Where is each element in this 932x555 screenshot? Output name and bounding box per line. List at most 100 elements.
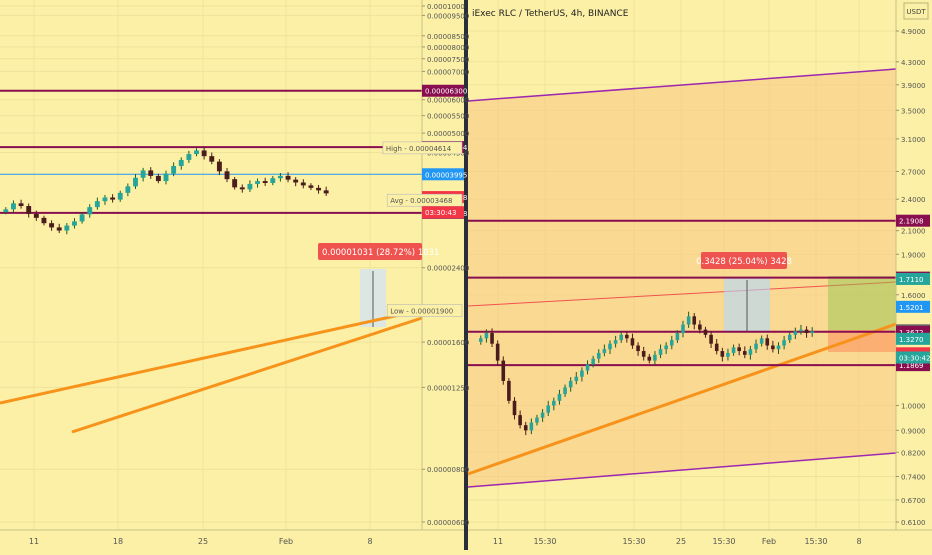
right-candle-body <box>647 356 652 361</box>
right-levels[interactable] <box>468 219 896 367</box>
right-candle-body <box>664 345 668 350</box>
left-candle-body <box>79 214 85 222</box>
left-y-tick-label: 0.00001250 <box>427 384 469 392</box>
left-stat-label-box <box>386 304 463 317</box>
left-candle-body <box>56 227 62 231</box>
right-candle-body <box>518 415 522 426</box>
left-stat-label-box <box>382 141 463 155</box>
left-y-tick-label: 0.00002400 <box>427 265 469 273</box>
right-candle-body <box>692 316 697 325</box>
long-position-profit-zone[interactable] <box>828 276 896 330</box>
left-y-tick-label: 0.00005500 <box>427 113 469 121</box>
right-candle-body <box>552 400 556 406</box>
right-x-tick-label: 15:30 <box>533 537 556 546</box>
left-candle-body <box>72 221 77 226</box>
support-trendline-left[interactable] <box>0 308 423 405</box>
left-candle-body <box>64 225 70 231</box>
right-candle-body <box>484 333 489 339</box>
right-y-tick-label: 1.0000 <box>901 403 926 411</box>
right-candle-body <box>602 349 607 353</box>
right-candle-body <box>726 352 730 357</box>
right-candle-body <box>619 334 624 341</box>
right-price-label-box <box>896 214 930 227</box>
measure-callout-right <box>701 252 787 269</box>
right-price-label-box <box>896 351 930 364</box>
support-trendline[interactable] <box>467 322 897 476</box>
right-y-tick-label: 4.9000 <box>901 28 926 36</box>
right-candle-body <box>653 354 657 361</box>
right-candle-body <box>799 329 803 332</box>
right-candle-body <box>698 324 702 330</box>
left-candle-body <box>49 223 55 228</box>
left-y-tick-label: 0.00006000 <box>427 97 469 105</box>
right-candle-body <box>580 370 584 377</box>
left-grid <box>0 0 422 530</box>
right-y-tick-label: 3.9000 <box>901 82 926 90</box>
right-y-tick-label: 3.1000 <box>901 136 926 144</box>
left-candle-body <box>41 217 47 224</box>
right-y-tick-label: 0.6700 <box>901 497 926 505</box>
left-candle-body <box>148 170 154 176</box>
left-x-tick-label: 8 <box>367 537 372 546</box>
right-candle-body <box>523 425 528 431</box>
right-y-tick-label: 0.9000 <box>901 427 926 435</box>
measure-callout-left <box>318 243 422 260</box>
left-x-ticks: 11 18 25 Feb 8 <box>29 537 373 546</box>
left-x-tick-label: Feb <box>279 537 293 546</box>
right-x-tick-label: Feb <box>762 537 776 546</box>
right-candle-body <box>490 333 494 344</box>
right-x-tick-label: 11 <box>493 537 503 546</box>
left-y-tick-label: 0.0001000 <box>427 3 465 11</box>
right-candle-body <box>787 334 792 341</box>
left-candle-body <box>277 175 283 179</box>
right-y-tick-label: 2.1000 <box>901 228 926 236</box>
left-candles <box>3 147 329 235</box>
right-candle-body <box>759 338 764 344</box>
right-candle-body <box>771 345 775 350</box>
long-position-loss-zone[interactable] <box>828 330 896 352</box>
right-price-label-text: 1.1869 <box>899 362 924 370</box>
left-candle-body <box>178 159 184 166</box>
right-candle-body <box>613 340 618 344</box>
right-x-ticks: 11 15:30 15:30 25 15:30 Feb 15:30 8 <box>493 537 862 546</box>
panel-divider[interactable] <box>464 0 468 550</box>
right-candle-body <box>557 394 562 401</box>
right-x-tick-label: 15:30 <box>622 537 645 546</box>
right-candle-body <box>748 349 753 355</box>
right-candle-body <box>804 329 809 334</box>
right-x-tick-label: 15:30 <box>712 537 735 546</box>
left-price-label-text: High - 0.00004614 <box>386 145 452 153</box>
right-candle-body <box>535 417 539 423</box>
channel-lower-line[interactable] <box>467 452 897 488</box>
right-chart-title: iExec RLC / TetherUS, 4h, BINANCE <box>472 9 629 19</box>
right-candle-body <box>630 338 635 346</box>
right-candle-body <box>608 343 612 350</box>
support-trendline-left-2[interactable] <box>71 316 423 434</box>
right-candle-body <box>529 422 534 431</box>
right-candle-body <box>782 340 786 346</box>
left-candle-body <box>117 192 123 200</box>
left-candle-body <box>87 207 93 215</box>
right-price-label-text: 1.3672 <box>899 329 924 337</box>
right-candle-body <box>810 331 814 334</box>
right-price-label-text: 03:30:42 <box>899 355 930 363</box>
resistance-trendline[interactable] <box>467 281 897 307</box>
left-candle-body <box>224 171 230 180</box>
left-candle-body <box>316 187 321 191</box>
left-y-tick-label: 0.00007000 <box>427 68 469 76</box>
right-candle-body <box>742 351 747 355</box>
currency-unit-box[interactable] <box>903 2 929 20</box>
left-drawings[interactable] <box>0 269 423 434</box>
channel-upper-line[interactable] <box>467 68 897 102</box>
right-candle-body <box>563 387 567 395</box>
left-candle-body <box>186 154 192 160</box>
left-candle-body <box>26 206 32 214</box>
left-candle-body <box>308 185 314 188</box>
right-candle-body <box>714 343 719 352</box>
left-candle-body <box>323 190 329 194</box>
left-levels[interactable] <box>0 89 422 214</box>
left-x-tick-label: 18 <box>113 537 123 546</box>
left-candle-body <box>194 150 199 155</box>
left-candle-body <box>285 175 291 180</box>
